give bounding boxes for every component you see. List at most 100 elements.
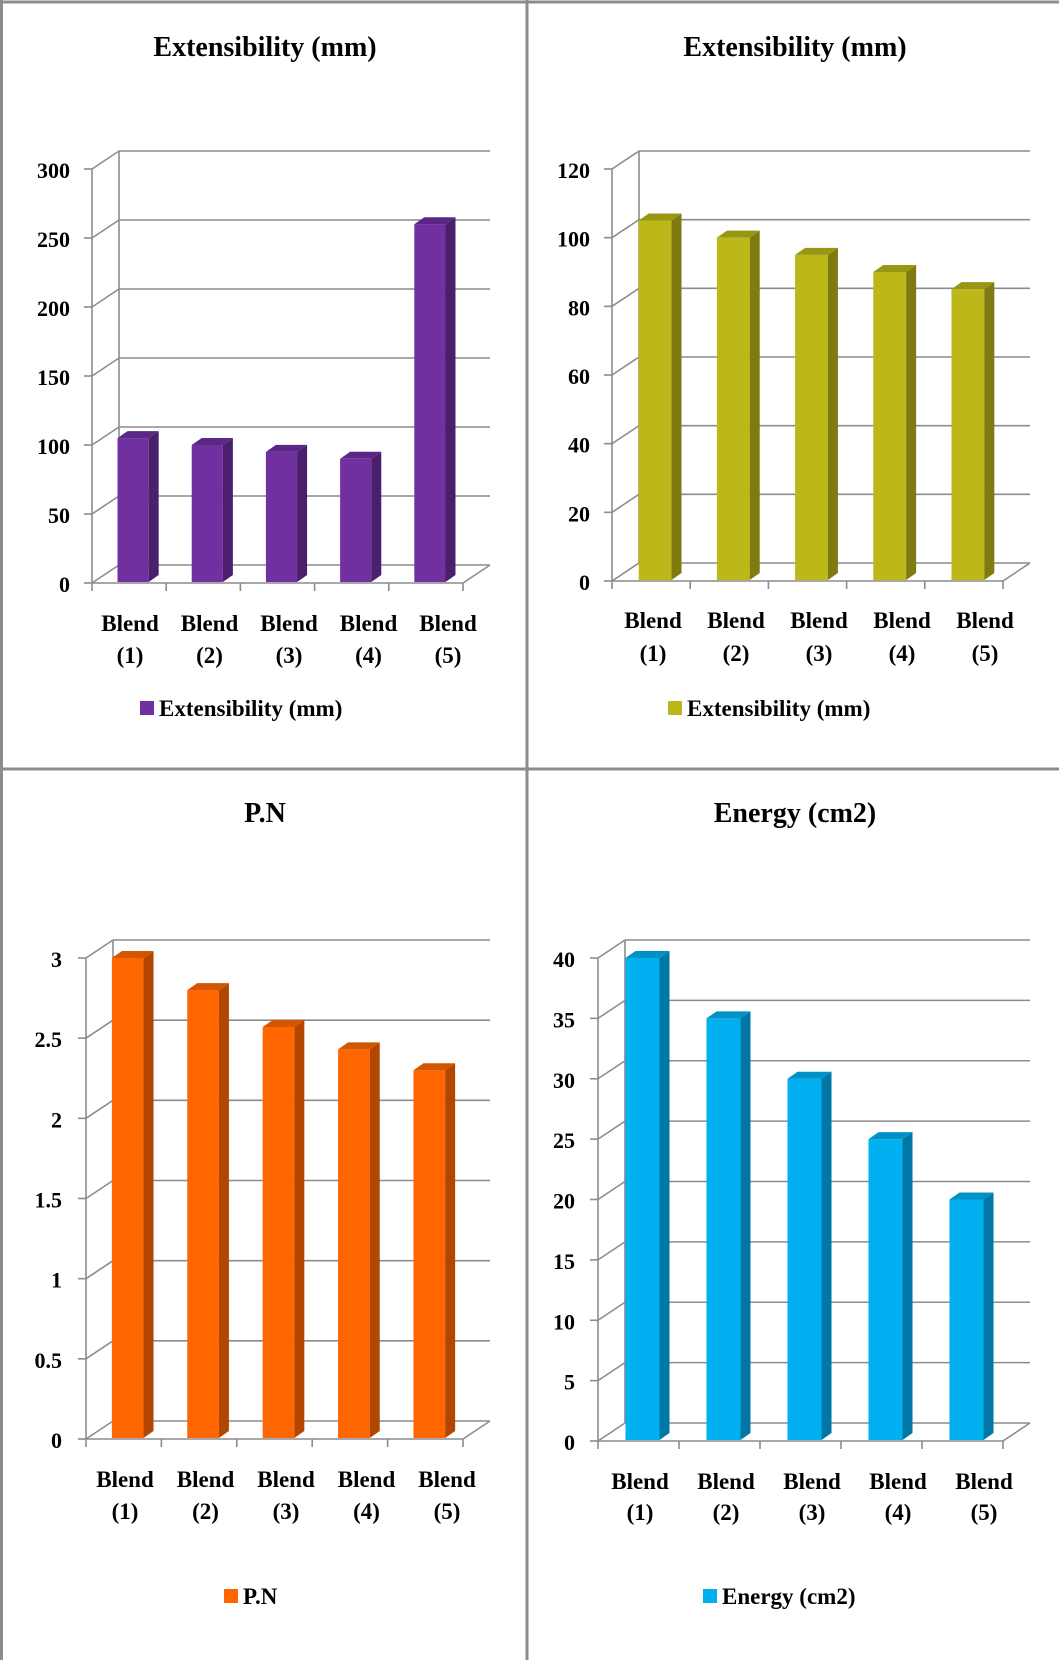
x-category-label: Blend [869, 1469, 927, 1494]
bar-top [625, 951, 670, 958]
bar-front [716, 237, 750, 580]
gridline-side [91, 150, 120, 170]
y-tick-label: 0 [564, 1430, 575, 1455]
x-category-label: Blend [624, 608, 682, 633]
legend-label: Energy (cm2) [722, 1584, 856, 1609]
y-tick-label: 30 [553, 1068, 575, 1093]
x-category-label: Blend [611, 1469, 669, 1494]
bar-front [625, 958, 660, 1440]
bar-1 [638, 213, 682, 580]
y-tick-label: 150 [37, 365, 70, 390]
y-tick-label: 40 [553, 947, 575, 972]
x-category-label: (1) [112, 1499, 139, 1524]
bar-front [873, 272, 907, 580]
chart-title: Extensibility (mm) [683, 32, 906, 63]
bar-top [787, 1071, 832, 1079]
bar-5 [951, 282, 995, 580]
chart-title: P.N [244, 798, 286, 829]
x-category-label: Blend [101, 611, 159, 636]
x-category-label: Blend [181, 611, 239, 636]
gridline-side [91, 357, 120, 377]
gridline-side [91, 495, 120, 515]
bar-top [951, 282, 995, 290]
bar-top [191, 438, 233, 445]
x-category-label: Blend [697, 1469, 755, 1494]
x-category-label: (2) [196, 643, 223, 668]
bar-side [294, 1019, 305, 1438]
bar-side [902, 1132, 913, 1440]
gridline-side [85, 1099, 114, 1119]
bar-top [187, 983, 229, 991]
bar-top [716, 230, 760, 238]
bar-2 [716, 230, 760, 580]
y-tick-label: 3 [51, 947, 62, 972]
legend-label: Extensibility (mm) [159, 696, 342, 721]
x-category-label: (2) [723, 641, 750, 666]
floor-edge [1002, 1422, 1031, 1442]
x-category-label: Blend [257, 1467, 315, 1492]
gridline-side [611, 562, 640, 582]
bar-side [983, 1192, 994, 1440]
y-tick-label: 300 [37, 158, 70, 183]
bar-side [445, 1063, 456, 1438]
bar-3 [787, 1071, 832, 1440]
floor-edge [462, 564, 491, 584]
bar-top [340, 451, 382, 459]
legend-swatch [703, 1589, 717, 1603]
bar-4 [873, 265, 917, 580]
gridline-side [85, 1420, 114, 1440]
bar-5 [949, 1192, 994, 1440]
bar-side [218, 983, 229, 1438]
bar-3 [265, 444, 308, 582]
y-tick-label: 25 [553, 1128, 575, 1153]
bar-1 [111, 951, 154, 1438]
x-category-label: Blend [96, 1467, 154, 1492]
gridline-side [85, 939, 114, 959]
bar-top [111, 951, 154, 958]
x-category-label: (1) [640, 641, 667, 666]
x-category-label: Blend [956, 608, 1014, 633]
x-category-label: Blend [783, 1469, 841, 1494]
gridline-side [91, 288, 120, 308]
x-category-label: (4) [885, 1500, 912, 1525]
bar-top [265, 444, 308, 452]
gridline-side [611, 287, 640, 307]
bar-front [795, 254, 828, 581]
y-tick-label: 120 [557, 158, 590, 183]
bar-side [906, 265, 917, 580]
bar-top [414, 217, 456, 225]
bar-side [148, 431, 159, 582]
x-category-label: Blend [260, 611, 318, 636]
x-category-label: (4) [355, 643, 382, 668]
bar-side [821, 1071, 832, 1440]
x-category-label: Blend [790, 608, 848, 633]
x-category-label: Blend [955, 1469, 1013, 1494]
y-tick-label: 100 [37, 434, 70, 459]
bar-top [795, 247, 838, 255]
bar-side [143, 951, 154, 1438]
legend: Extensibility (mm) [668, 696, 870, 721]
legend: Energy (cm2) [703, 1584, 856, 1609]
bar-4 [338, 1042, 380, 1438]
bar-front [413, 1070, 446, 1438]
bar-front [706, 1018, 741, 1440]
x-category-label: Blend [707, 608, 765, 633]
bar-3 [795, 247, 838, 581]
x-category-label: Blend [340, 611, 398, 636]
gridline-side [91, 426, 120, 446]
gridline-side [611, 219, 640, 239]
x-category-label: (4) [353, 1499, 380, 1524]
bar-side [369, 1042, 380, 1438]
chart-extensibility-purple: Extensibility (mm) 0 50 100 150 200 250 300 Blen… [37, 32, 491, 721]
x-category-label: Blend [418, 1467, 476, 1492]
bar-front [117, 438, 149, 582]
gridline-side [85, 1340, 114, 1360]
bar-1 [117, 431, 159, 582]
bar-4 [340, 451, 382, 582]
bar-top [949, 1192, 994, 1200]
x-category-label: (3) [273, 1499, 300, 1524]
floor-edge [1002, 562, 1031, 582]
bar-front [338, 1049, 370, 1438]
